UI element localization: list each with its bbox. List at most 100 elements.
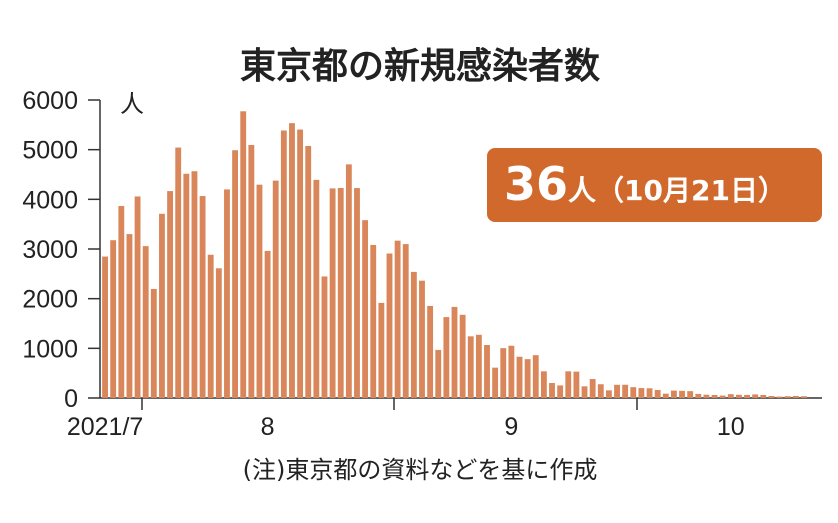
y-tick-label: 3000 xyxy=(22,236,78,264)
x-tick-label: 2021/7 xyxy=(67,413,143,441)
bar xyxy=(402,244,409,398)
bar xyxy=(459,314,466,398)
x-tick-label: 8 xyxy=(261,413,275,441)
bar xyxy=(191,171,198,398)
bar xyxy=(435,349,442,398)
bar xyxy=(622,384,629,398)
chart-title: 東京都の新規感染者数 xyxy=(240,45,600,87)
bar xyxy=(240,111,247,399)
x-tick-label: 10 xyxy=(717,413,745,441)
callout: 36人（10月21日） xyxy=(504,157,786,211)
bar xyxy=(354,188,360,398)
bar xyxy=(110,240,117,398)
bar xyxy=(264,250,271,398)
bar xyxy=(516,356,523,398)
bar xyxy=(687,391,694,398)
bar xyxy=(410,271,417,398)
bar xyxy=(475,334,482,398)
bar xyxy=(524,359,531,398)
bar xyxy=(670,390,677,398)
bar xyxy=(768,396,775,398)
bar xyxy=(313,179,320,398)
bar xyxy=(711,395,718,398)
bar xyxy=(492,367,499,398)
bar xyxy=(329,188,336,398)
bar xyxy=(142,246,149,398)
bar xyxy=(280,130,287,398)
bar xyxy=(654,390,661,398)
bar xyxy=(540,371,547,398)
bar xyxy=(792,395,799,398)
y-tick-label: 5000 xyxy=(22,137,78,165)
bar xyxy=(167,191,174,398)
bar xyxy=(232,150,239,398)
bar xyxy=(735,394,742,398)
bar xyxy=(427,305,434,398)
bar xyxy=(703,394,710,398)
bar xyxy=(467,336,474,398)
bar xyxy=(199,196,206,398)
bar xyxy=(784,396,791,398)
bar xyxy=(345,164,352,398)
bar xyxy=(573,371,580,398)
bar xyxy=(752,394,759,398)
bar xyxy=(362,220,369,398)
bar xyxy=(118,206,125,398)
bar xyxy=(719,395,726,398)
bar xyxy=(321,276,328,398)
bar xyxy=(297,129,304,398)
y-tick-label: 6000 xyxy=(22,87,78,115)
bar xyxy=(378,302,385,398)
bar xyxy=(549,383,555,398)
bar xyxy=(183,173,190,398)
bar xyxy=(581,386,588,398)
bar xyxy=(386,253,393,398)
y-tick-label: 0 xyxy=(64,385,78,413)
bar xyxy=(256,184,263,398)
bar xyxy=(630,387,637,398)
bar xyxy=(337,188,344,398)
bar xyxy=(589,379,596,398)
bar xyxy=(443,317,450,398)
bar xyxy=(451,306,458,398)
y-tick-label: 4000 xyxy=(22,186,78,214)
callout-number: 36 xyxy=(504,157,568,211)
bar xyxy=(532,355,539,398)
bar xyxy=(150,288,157,398)
bar xyxy=(394,240,401,398)
bar xyxy=(760,395,767,398)
callout-text: 人（10月21日） xyxy=(568,174,786,207)
bar xyxy=(662,393,669,398)
bar xyxy=(289,123,295,399)
bar xyxy=(248,144,255,398)
bar xyxy=(646,388,653,398)
bar xyxy=(175,147,182,398)
bar xyxy=(207,254,214,398)
bar xyxy=(126,234,133,398)
y-unit: 人 xyxy=(120,90,144,118)
bar xyxy=(727,394,734,398)
bar xyxy=(305,145,312,398)
bar xyxy=(484,345,490,398)
x-tick-label: 9 xyxy=(504,413,518,441)
bar xyxy=(370,244,377,398)
bar xyxy=(500,348,507,398)
bar xyxy=(224,189,230,398)
bar xyxy=(508,345,515,398)
bar xyxy=(134,196,141,398)
bar xyxy=(638,388,645,398)
bar xyxy=(605,390,612,398)
bar xyxy=(565,371,572,398)
bar xyxy=(102,256,108,398)
bar xyxy=(159,213,165,398)
bar xyxy=(215,268,222,398)
bar xyxy=(776,396,783,398)
bar xyxy=(614,384,620,398)
bar xyxy=(801,396,807,398)
note: (注)東京都の資料などを基に作成 xyxy=(243,456,598,484)
bar xyxy=(272,180,279,398)
callout-box xyxy=(487,148,822,222)
bar xyxy=(744,394,750,398)
bar xyxy=(695,393,702,398)
